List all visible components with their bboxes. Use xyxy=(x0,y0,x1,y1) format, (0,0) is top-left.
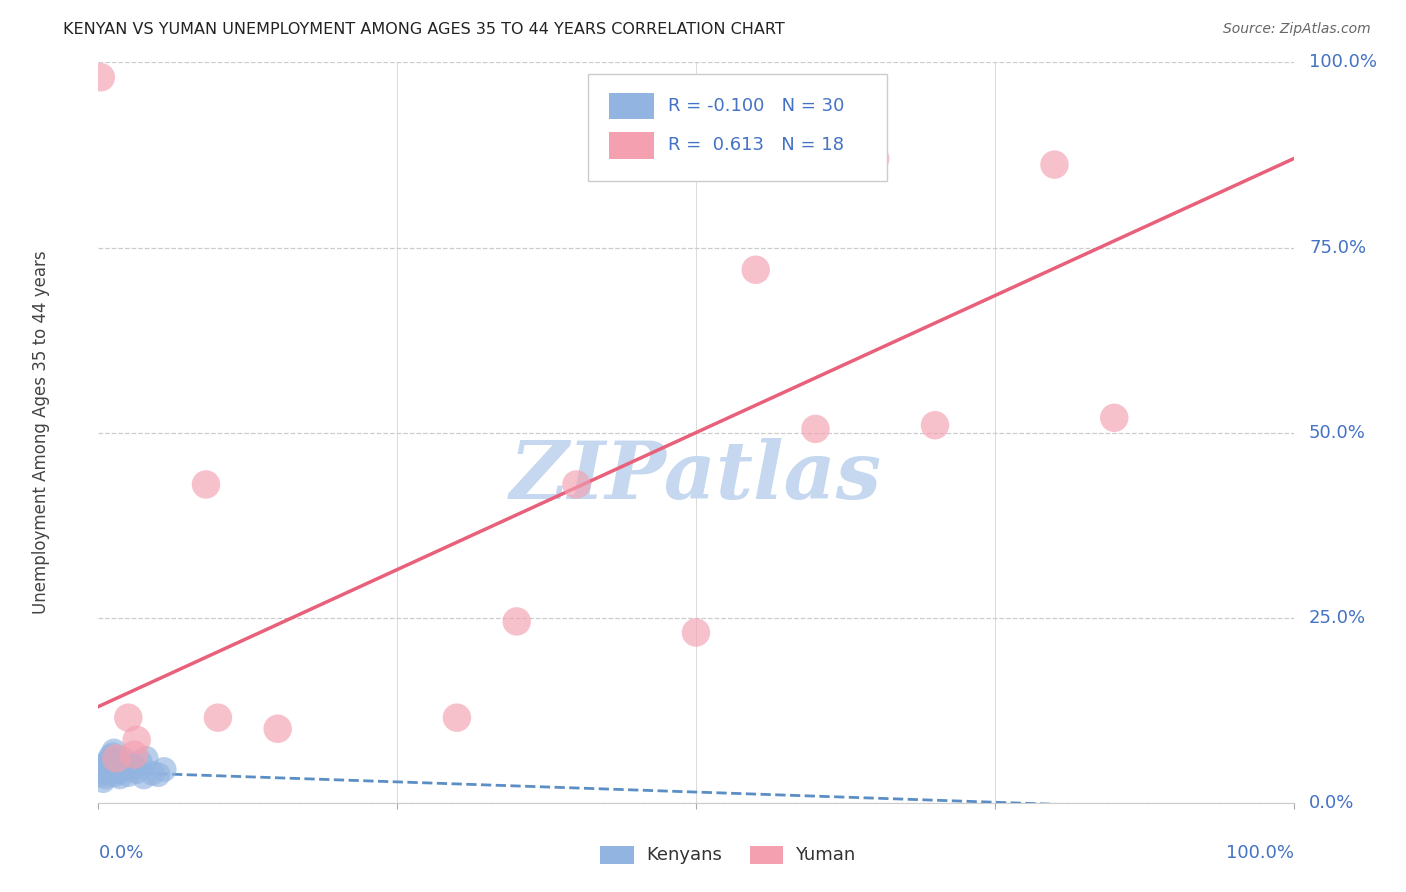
Point xyxy=(114,763,136,777)
Point xyxy=(91,773,114,788)
Text: 50.0%: 50.0% xyxy=(1309,424,1367,442)
Point xyxy=(125,764,148,779)
Point xyxy=(207,711,229,725)
Point xyxy=(91,764,114,779)
Text: 0.0%: 0.0% xyxy=(98,844,143,862)
Text: Source: ZipAtlas.com: Source: ZipAtlas.com xyxy=(1223,22,1371,37)
Point xyxy=(94,770,117,784)
Point xyxy=(111,751,134,765)
Text: 100.0%: 100.0% xyxy=(1309,54,1376,71)
Point xyxy=(105,760,128,774)
Point xyxy=(148,767,170,781)
Text: KENYAN VS YUMAN UNEMPLOYMENT AMONG AGES 35 TO 44 YEARS CORRELATION CHART: KENYAN VS YUMAN UNEMPLOYMENT AMONG AGES … xyxy=(63,22,785,37)
Point xyxy=(104,767,127,781)
Text: Unemployment Among Ages 35 to 44 years: Unemployment Among Ages 35 to 44 years xyxy=(32,251,51,615)
Point xyxy=(141,766,163,780)
Point xyxy=(506,615,529,629)
Point xyxy=(98,750,122,764)
Text: ZIPatlas: ZIPatlas xyxy=(510,438,882,516)
Point xyxy=(89,767,111,781)
Bar xyxy=(749,846,783,864)
Point xyxy=(107,755,129,769)
Point xyxy=(90,763,112,777)
Point xyxy=(97,755,120,769)
Point xyxy=(98,766,121,780)
Point xyxy=(267,722,290,736)
Text: 100.0%: 100.0% xyxy=(1226,844,1294,862)
Point xyxy=(124,760,146,774)
Point xyxy=(1043,158,1066,172)
Point xyxy=(121,757,143,772)
Point xyxy=(101,747,124,762)
Point xyxy=(105,751,128,765)
Point xyxy=(685,625,707,640)
Text: 0.0%: 0.0% xyxy=(1309,794,1354,812)
Text: 25.0%: 25.0% xyxy=(1309,608,1367,627)
FancyBboxPatch shape xyxy=(589,73,887,181)
Point xyxy=(924,418,946,433)
Point xyxy=(117,711,139,725)
Point xyxy=(117,767,139,781)
Point xyxy=(124,747,146,762)
Point xyxy=(108,770,131,784)
Point xyxy=(96,760,118,774)
Point xyxy=(195,477,218,491)
Text: 75.0%: 75.0% xyxy=(1309,238,1367,257)
Bar xyxy=(600,846,634,864)
Point xyxy=(125,732,148,747)
Point xyxy=(90,70,112,85)
Point xyxy=(135,751,157,765)
Point xyxy=(804,422,827,436)
Point xyxy=(1104,410,1126,425)
Point xyxy=(107,764,129,779)
Point xyxy=(103,744,125,758)
Point xyxy=(565,477,588,491)
Point xyxy=(865,152,887,166)
Text: R =  0.613   N = 18: R = 0.613 N = 18 xyxy=(668,136,845,154)
Point xyxy=(129,755,152,769)
Bar xyxy=(609,93,654,120)
Point xyxy=(745,262,768,277)
Point xyxy=(93,758,115,772)
Point xyxy=(100,753,122,767)
Point xyxy=(446,711,468,725)
Bar xyxy=(609,132,654,159)
Text: R = -0.100   N = 30: R = -0.100 N = 30 xyxy=(668,97,845,115)
Point xyxy=(153,763,176,777)
Point xyxy=(132,770,155,784)
Text: Yuman: Yuman xyxy=(796,847,855,864)
Text: Kenyans: Kenyans xyxy=(645,847,721,864)
